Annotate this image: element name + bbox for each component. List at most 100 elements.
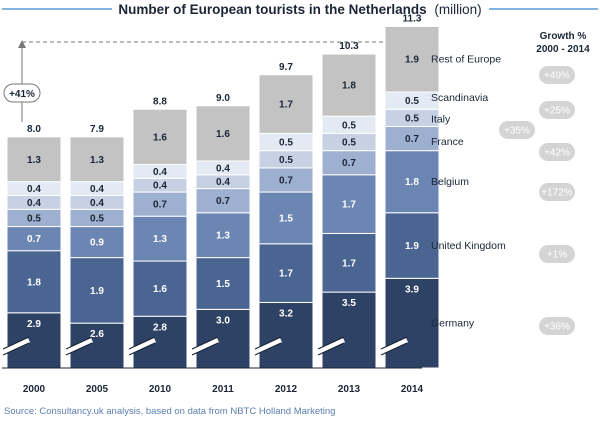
axis-break-slash-b-2000 <box>2 342 30 356</box>
chart-title: Number of European tourists in the Nethe… <box>118 2 481 17</box>
bar-label-belgium-2000: 0.7 <box>27 234 41 245</box>
bar-belgium-2014 <box>384 150 440 214</box>
bar-label-scandinavia-2014: 0.5 <box>405 96 419 107</box>
axis-break-slash-a-2013 <box>317 336 345 350</box>
axis-break-gap-2010 <box>127 337 157 355</box>
bar-label-rest-of-europe-2005: 1.3 <box>90 155 104 166</box>
bar-united-kingdom-2013 <box>321 232 377 293</box>
bar-label-germany-2012: 3.2 <box>279 308 293 319</box>
bar-rest-of-europe-2000 <box>6 136 62 183</box>
bar-belgium-2011 <box>195 212 251 259</box>
bar-france-2011 <box>195 188 251 214</box>
x-tick-label-2000: 2000 <box>23 384 46 395</box>
bar-label-scandinavia-2011: 0.4 <box>216 163 230 174</box>
bar-label-italy-2011: 0.4 <box>216 177 230 188</box>
legend-label-scandinavia: Scandinavia <box>431 92 488 104</box>
bar-label-rest-of-europe-2014: 1.9 <box>405 55 419 66</box>
bar-rest-of-europe-2014 <box>384 25 440 93</box>
bar-label-united-kingdom-2000: 1.8 <box>27 277 41 288</box>
bar-total-2014: 11.3 <box>403 13 422 24</box>
growth-bubble-germany <box>539 317 575 335</box>
axis-break-slash-b-2005 <box>65 342 93 356</box>
growth-label-germany: +36% <box>544 322 570 333</box>
bar-label-united-kingdom-2005: 1.9 <box>90 286 104 297</box>
bar-label-belgium-2011: 1.3 <box>216 231 230 242</box>
bar-label-italy-2013: 0.5 <box>342 138 356 149</box>
growth-bubble-scandinavia <box>539 101 575 119</box>
bar-label-belgium-2014: 1.8 <box>405 177 419 188</box>
bar-total-2010: 8.8 <box>153 96 167 107</box>
bars-group: 2.9 1.8 0.7 0.5 0.4 0.4 1.3 8.0 2000 2.6 1.9 0.9 0.5… <box>1 13 440 395</box>
axis-break-slash-b-2010 <box>128 342 156 356</box>
legend-label-germany: Germany <box>431 318 475 330</box>
bar-label-scandinavia-2000: 0.4 <box>27 184 41 195</box>
bar-united-kingdom-2010 <box>132 260 188 317</box>
bar-label-rest-of-europe-2012: 1.7 <box>279 100 293 111</box>
bar-united-kingdom-2012 <box>258 243 314 303</box>
bar-belgium-2000 <box>6 226 62 252</box>
bar-total-2013: 10.3 <box>339 41 359 52</box>
x-tick-label-2012: 2012 <box>275 384 298 395</box>
bar-rest-of-europe-2010 <box>132 108 188 165</box>
legend-label-rest-of-europe: Rest of Europe <box>431 54 501 66</box>
bar-label-germany-2013: 3.5 <box>342 298 356 309</box>
axis-break-gap-2012 <box>253 337 283 355</box>
axis-break-slash-a-2010 <box>128 336 156 350</box>
bar-germany-2012 <box>258 301 314 369</box>
axis-break-gap-2005 <box>64 337 94 355</box>
bar-label-rest-of-europe-2011: 1.6 <box>216 129 230 140</box>
bar-label-scandinavia-2005: 0.4 <box>90 184 104 195</box>
bar-united-kingdom-2000 <box>6 250 62 314</box>
bar-label-france-2012: 0.7 <box>279 175 293 186</box>
bar-label-france-2005: 0.5 <box>90 213 104 224</box>
axis-break-slash-b-2014 <box>380 342 408 356</box>
bar-total-2012: 9.7 <box>279 62 293 73</box>
total-growth-label: +41% <box>9 89 35 100</box>
total-growth-bubble <box>3 83 41 103</box>
growth-bubble-united-kingdom <box>539 245 575 263</box>
bar-label-rest-of-europe-2013: 1.8 <box>342 81 356 92</box>
chart-title-main: Number of European tourists in the Nethe… <box>118 2 426 17</box>
bar-label-belgium-2012: 1.5 <box>279 213 293 224</box>
axis-break-slash-a-2000 <box>2 336 30 350</box>
bar-germany-2010 <box>132 315 188 369</box>
bar-label-france-2011: 0.7 <box>216 196 230 207</box>
bar-label-france-2013: 0.7 <box>342 158 356 169</box>
bar-label-scandinavia-2013: 0.5 <box>342 120 356 131</box>
axis-break-gap-2014 <box>379 337 409 355</box>
bar-total-2000: 8.0 <box>27 124 41 135</box>
axis-break-gap-2011 <box>190 337 220 355</box>
bar-label-belgium-2010: 1.3 <box>153 234 167 245</box>
bar-label-scandinavia-2012: 0.5 <box>279 138 293 149</box>
bar-germany-2000 <box>6 312 62 369</box>
bar-label-germany-2010: 2.8 <box>153 322 167 333</box>
growth-header-line1: Growth % <box>540 31 587 42</box>
bar-united-kingdom-2011 <box>195 257 251 310</box>
chart-title-unit: (million) <box>434 2 481 17</box>
bar-label-germany-2000: 2.9 <box>27 319 41 330</box>
bar-label-united-kingdom-2010: 1.6 <box>153 284 167 295</box>
bar-germany-2014 <box>384 277 440 369</box>
axis-break-gap-2000 <box>1 337 31 355</box>
x-tick-label-2011: 2011 <box>212 384 234 395</box>
growth-header-line2: 2000 - 2014 <box>536 44 590 55</box>
growth-label-united-kingdom: +1% <box>547 250 567 261</box>
x-tick-label-2013: 2013 <box>338 384 361 395</box>
growth-label-scandinavia: +25% <box>544 106 570 117</box>
bar-united-kingdom-2005 <box>69 257 125 324</box>
bar-label-scandinavia-2010: 0.4 <box>153 167 167 178</box>
bar-label-belgium-2013: 1.7 <box>342 200 356 211</box>
growth-bubble-rest-of-europe <box>539 66 575 84</box>
bar-label-united-kingdom-2014: 1.9 <box>405 241 419 252</box>
bar-label-italy-2012: 0.5 <box>279 155 293 166</box>
growth-bubble-belgium <box>539 183 575 201</box>
axis-break-slash-a-2014 <box>380 336 408 350</box>
bar-label-italy-2000: 0.4 <box>27 198 41 209</box>
axis-break-slash-a-2005 <box>65 336 93 350</box>
axis-break-slash-b-2012 <box>254 342 282 356</box>
source-note: Source: Consultancy.uk analysis, based o… <box>4 406 335 417</box>
bar-united-kingdom-2014 <box>384 212 440 279</box>
bar-label-germany-2011: 3.0 <box>216 315 230 326</box>
bar-label-rest-of-europe-2000: 1.3 <box>27 155 41 166</box>
